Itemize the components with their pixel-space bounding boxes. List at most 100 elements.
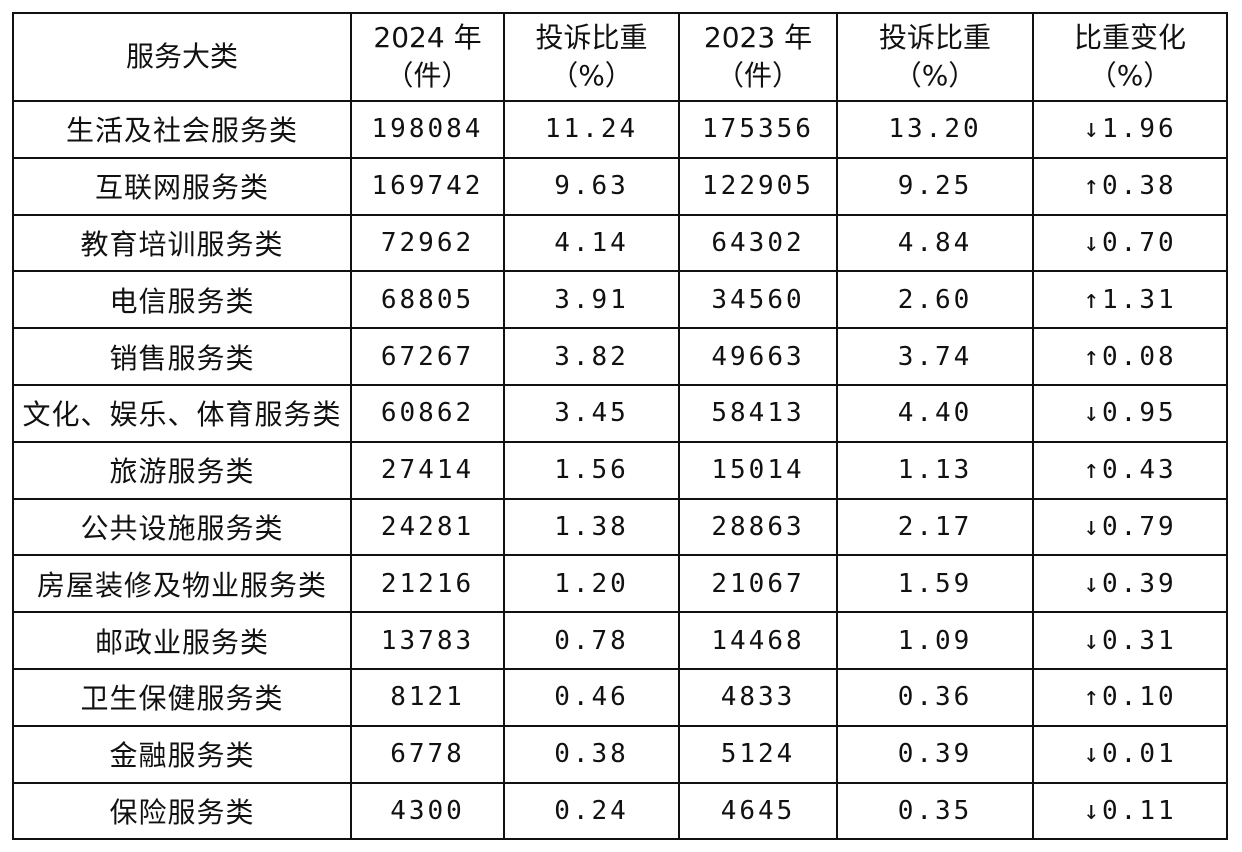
value-cell: 0.39 [836,724,1034,784]
value-cell: ↓0.31 [1032,611,1228,670]
value-cell: 4300 [350,781,505,841]
value-cell: 2.60 [836,270,1034,330]
value-cell: 8121 [350,667,505,727]
category-cell: 互联网服务类 [12,156,352,216]
header-text: 投诉比重 [535,21,648,54]
header-cell: 2024 年 （件） [350,12,505,102]
header-cell: 服务大类 [12,12,352,102]
header-text: （件） [385,59,470,92]
value-cell: ↓0.01 [1032,724,1228,784]
value-cell: 6778 [350,724,505,784]
value-cell: 13.20 [836,100,1034,159]
value-cell: 14468 [678,611,838,670]
value-cell: 1.20 [503,554,680,614]
value-cell: 21216 [350,554,505,614]
value-cell: 49663 [678,327,838,386]
header-text: （件） [715,59,800,92]
value-cell: ↑0.08 [1032,327,1228,386]
header-text: 投诉比重 [878,21,991,54]
category-cell: 旅游服务类 [12,440,352,500]
value-cell: 1.13 [836,440,1034,500]
table-row: 保险服务类 4300 0.24 4645 0.35 ↓0.11 [12,781,1228,841]
value-cell: ↓0.95 [1032,383,1228,443]
value-cell: 1.59 [836,554,1034,614]
value-cell: 4833 [678,667,838,727]
value-cell: 2.17 [836,497,1034,557]
value-cell: 1.56 [503,440,680,500]
table-row: 邮政业服务类 13783 0.78 14468 1.09 ↓0.31 [12,611,1228,670]
value-cell: 34560 [678,270,838,330]
value-cell: ↓0.70 [1032,213,1228,273]
value-cell: 4.84 [836,213,1034,273]
value-cell: 122905 [678,156,838,216]
category-cell: 文化、娱乐、体育服务类 [12,383,352,443]
value-cell: 4645 [678,781,838,841]
value-cell: 1.38 [503,497,680,557]
value-cell: 13783 [350,611,505,670]
category-cell: 销售服务类 [12,327,352,386]
value-cell: 0.78 [503,611,680,670]
header-text: （%） [550,59,633,92]
table-row: 教育培训服务类 72962 4.14 64302 4.84 ↓0.70 [12,213,1228,273]
value-cell: 27414 [350,440,505,500]
table-row: 卫生保健服务类 8121 0.46 4833 0.36 ↑0.10 [12,667,1228,727]
value-cell: 28863 [678,497,838,557]
table-row: 生活及社会服务类 198084 11.24 175356 13.20 ↓1.96 [12,100,1228,159]
category-cell: 保险服务类 [12,781,352,841]
complaint-table: 服务大类 2024 年（件） 投诉比重 （%） 2023 年（件） 投诉比重 （%） 比重变化… [12,12,1228,841]
category-cell: 生活及社会服务类 [12,100,352,159]
header-text: 2023 年 [703,21,813,54]
value-cell: 58413 [678,383,838,443]
value-cell: 4.40 [836,383,1034,443]
value-cell: 0.24 [503,781,680,841]
value-cell: 68805 [350,270,505,330]
header-text: 比重变化 [1073,21,1186,54]
header-text: 服务大类 [125,40,238,73]
value-cell: 0.46 [503,667,680,727]
value-cell: 67267 [350,327,505,386]
value-cell: 9.63 [503,156,680,216]
value-cell: ↓0.39 [1032,554,1228,614]
value-cell: 15014 [678,440,838,500]
table-row: 销售服务类 67267 3.82 49663 3.74 ↑0.08 [12,327,1228,386]
value-cell: ↑0.10 [1032,667,1228,727]
value-cell: 11.24 [503,100,680,159]
value-cell: 64302 [678,213,838,273]
category-cell: 电信服务类 [12,270,352,330]
header-cell: 比重变化 （%） [1032,12,1228,102]
value-cell: ↓1.96 [1032,100,1228,159]
table-row: 互联网服务类 169742 9.63 122905 9.25 ↑0.38 [12,156,1228,216]
header-cell: 投诉比重 （%） [503,12,680,102]
header-row: 服务大类 2024 年（件） 投诉比重 （%） 2023 年（件） 投诉比重 （%） 比重变化… [12,12,1228,102]
category-cell: 公共设施服务类 [12,497,352,557]
header-cell: 2023 年 （件） [678,12,838,102]
category-cell: 房屋装修及物业服务类 [12,554,352,614]
category-cell: 卫生保健服务类 [12,667,352,727]
value-cell: 3.45 [503,383,680,443]
value-cell: 9.25 [836,156,1034,216]
table-row: 电信服务类 68805 3.91 34560 2.60 ↑1.31 [12,270,1228,330]
value-cell: 0.38 [503,724,680,784]
value-cell: 24281 [350,497,505,557]
value-cell: 3.91 [503,270,680,330]
value-cell: 21067 [678,554,838,614]
value-cell: ↓0.79 [1032,497,1228,557]
value-cell: ↑0.38 [1032,156,1228,216]
value-cell: 4.14 [503,213,680,273]
value-cell: 169742 [350,156,505,216]
value-cell: ↓0.11 [1032,781,1228,841]
table-body: 生活及社会服务类 198084 11.24 175356 13.20 ↓1.96 互联网服务… [12,100,1228,841]
value-cell: ↑0.43 [1032,440,1228,500]
table-row: 文化、娱乐、体育服务类 60862 3.45 58413 4.40 ↓0.95 [12,383,1228,443]
header-cell: 投诉比重 （%） [836,12,1034,102]
table-row: 金融服务类 6778 0.38 5124 0.39 ↓0.01 [12,724,1228,784]
value-cell: 60862 [350,383,505,443]
value-cell: 3.74 [836,327,1034,386]
category-cell: 邮政业服务类 [12,611,352,670]
value-cell: 72962 [350,213,505,273]
value-cell: 175356 [678,100,838,159]
value-cell: 0.36 [836,667,1034,727]
header-text: （%） [1088,59,1172,92]
value-cell: ↑1.31 [1032,270,1228,330]
